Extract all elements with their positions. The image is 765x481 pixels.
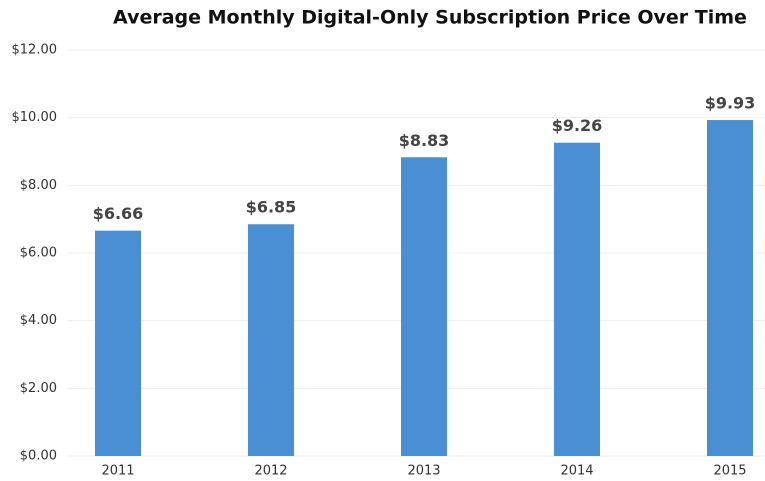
- y-tick-label: $10.00: [12, 110, 58, 125]
- x-tick-label: 2014: [560, 464, 593, 479]
- data-label: $9.93: [705, 94, 756, 113]
- x-tick-label: 2015: [713, 464, 746, 479]
- x-tick-label: 2012: [254, 464, 287, 479]
- bar: [248, 224, 294, 456]
- bar: [401, 157, 447, 457]
- bar: [707, 120, 753, 456]
- y-tick-label: $4.00: [20, 313, 57, 328]
- y-tick-label: $6.00: [20, 246, 57, 261]
- bar: [554, 142, 600, 456]
- y-tick-label: $8.00: [20, 178, 57, 193]
- x-tick-label: 2011: [101, 464, 134, 479]
- data-label: $6.66: [93, 204, 144, 223]
- bar: [95, 230, 141, 456]
- x-tick-label: 2013: [407, 464, 440, 479]
- y-tick-label: $0.00: [20, 449, 57, 464]
- data-label: $8.83: [399, 131, 450, 150]
- data-label: $6.85: [246, 198, 297, 217]
- y-tick-label: $2.00: [20, 381, 57, 396]
- y-tick-label: $12.00: [12, 43, 58, 58]
- chart-title: Average Monthly Digital-Only Subscriptio…: [113, 7, 747, 29]
- data-label: $9.26: [552, 116, 603, 135]
